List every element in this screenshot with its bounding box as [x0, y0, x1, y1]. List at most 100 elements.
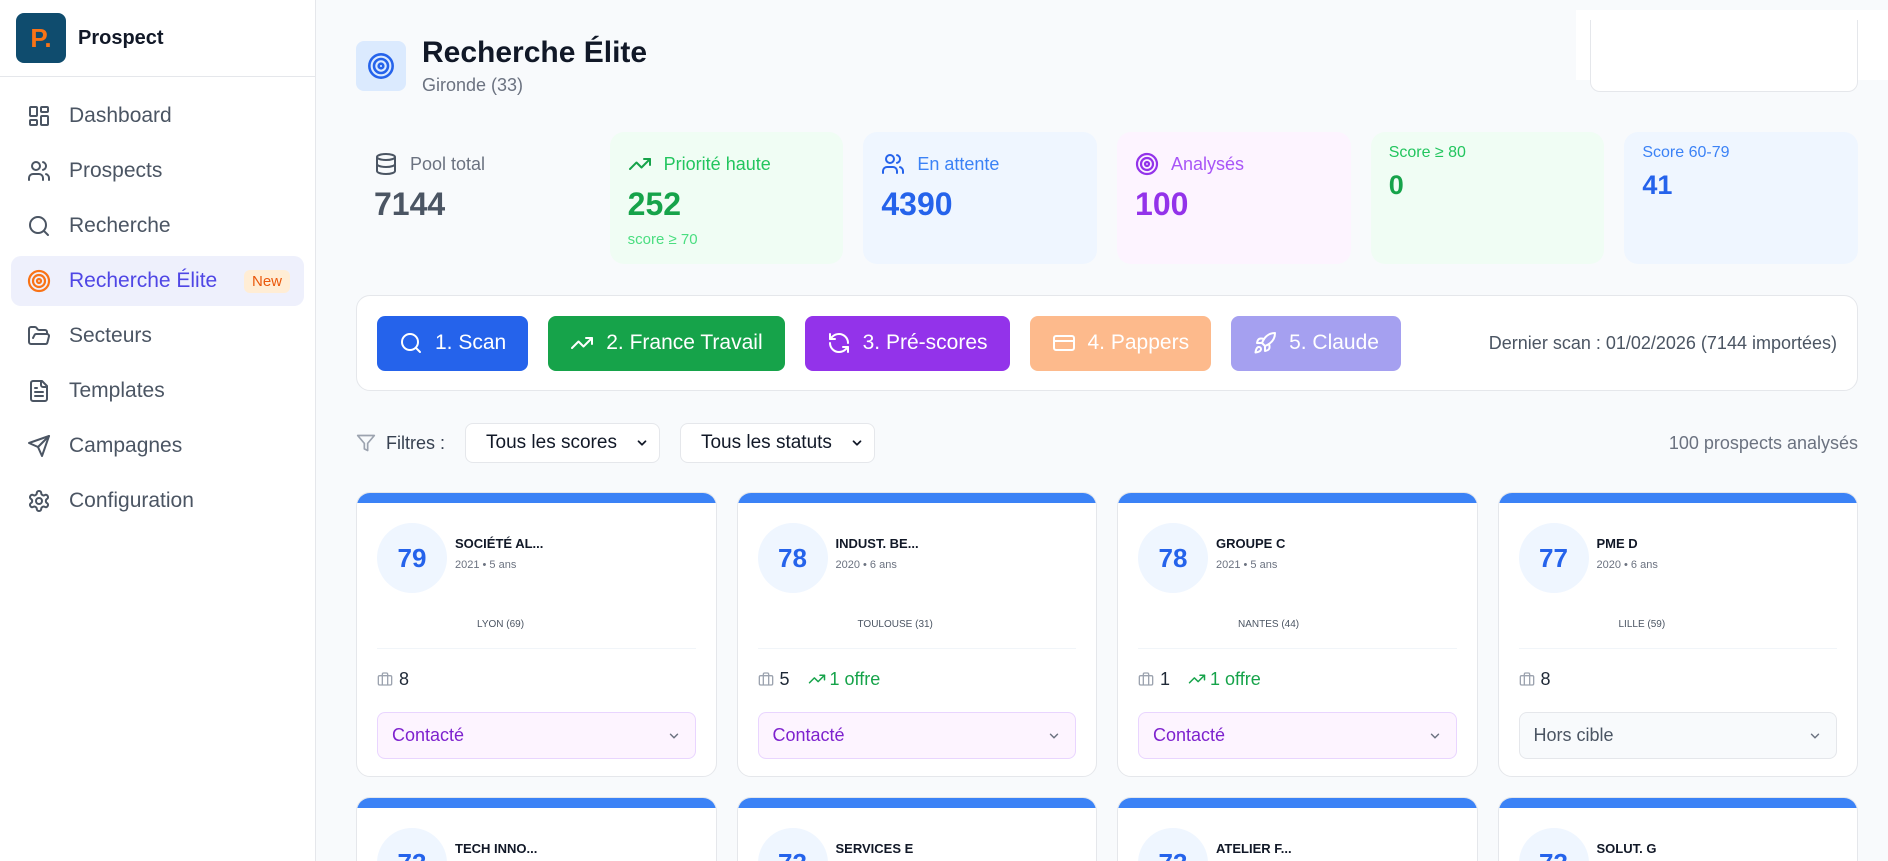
status-select[interactable]: Contacté — [757, 712, 1076, 759]
divider — [1518, 648, 1837, 649]
prospect-card[interactable]: 79 SOCIÉTÉ AL... 2021 • 5 ans LYON (69) … — [356, 492, 717, 777]
gear-icon — [29, 490, 49, 512]
sidebar-item-configuration[interactable]: Configuration — [11, 476, 304, 526]
dashboard-icon — [29, 106, 49, 126]
sidebar-item-label: Recherche Élite — [69, 269, 218, 292]
company-name: ATELIER F... — [1216, 841, 1292, 856]
sidebar-item-label: Dashboard — [69, 104, 172, 127]
company-meta: 2020 • 6 ans — [835, 559, 897, 571]
prospect-card[interactable]: 73 ATELIER F... — [1117, 797, 1478, 861]
stat-value: 252 — [627, 186, 682, 222]
score-badge: 73 — [1518, 828, 1589, 861]
sidebar-item-label: Templates — [69, 379, 165, 402]
company-name: INDUST. BE... — [835, 536, 919, 551]
score-badge: 77 — [1518, 523, 1589, 593]
scan-button[interactable]: 1. Scan — [377, 315, 529, 371]
stat-score-80: Score ≥ 80 0 — [1370, 132, 1605, 264]
briefcase-icon — [1519, 672, 1534, 686]
send-icon — [28, 435, 50, 457]
trending-up-icon — [628, 158, 651, 170]
prospect-card[interactable]: 78 GROUPE C 2021 • 5 ans NANTES (44) 1 — [1117, 492, 1478, 777]
sidebar-item-prospects[interactable]: Prospects — [11, 146, 304, 196]
company-name: SERVICES E — [835, 841, 914, 856]
company-city: NANTES (44) — [1238, 619, 1300, 630]
search-icon — [401, 333, 421, 353]
prospect-card[interactable]: 73 TECH INNO... — [356, 797, 717, 861]
file-text-icon — [30, 380, 48, 402]
sidebar-nav: Dashboard Prospects Recherche Recherche … — [0, 77, 315, 545]
filters-label-text: Filtres : — [386, 432, 446, 453]
sidebar-item-dashboard[interactable]: Dashboard — [11, 91, 304, 141]
card-accent-bar — [1118, 798, 1477, 808]
chevron-down-icon — [1810, 733, 1820, 739]
prospect-card[interactable]: 73 SERVICES E — [736, 797, 1097, 861]
stat-label: En attente — [917, 153, 1000, 174]
stats-row: Pool total 7144 Priorité haute 252 score… — [356, 132, 1859, 264]
status-value: Contacté — [392, 725, 465, 745]
chevron-down-icon — [1049, 733, 1059, 739]
card-accent-bar — [357, 798, 716, 808]
france-travail-button[interactable]: 2. France Travail — [548, 315, 785, 371]
pappers-button[interactable]: 4. Pappers — [1029, 315, 1212, 371]
sidebar-item-templates[interactable]: Templates — [11, 366, 304, 416]
select-value: Tous les statuts — [700, 432, 832, 453]
employee-value: 1 — [1160, 668, 1171, 689]
card-accent-bar — [357, 493, 716, 503]
button-label: 1. Scan — [435, 331, 507, 354]
company-name: SOCIÉTÉ AL... — [455, 536, 544, 551]
score-badge: 73 — [757, 828, 828, 861]
brand: P. Prospect — [0, 0, 315, 77]
sidebar-item-label: Campagnes — [69, 434, 183, 457]
button-label: 4. Pappers — [1087, 331, 1190, 354]
company-name: SOLUT. G — [1596, 841, 1657, 856]
status-filter-select[interactable]: Tous les statuts — [679, 423, 875, 463]
sidebar: P. Prospect Dashboard Prospects Recherch… — [0, 0, 316, 861]
prospect-card[interactable]: 78 INDUST. BE... 2020 • 6 ans TOULOUSE (… — [736, 492, 1097, 777]
status-select[interactable]: Contacté — [377, 712, 696, 759]
database-icon — [376, 153, 396, 175]
folder-icon — [28, 326, 50, 345]
stat-label: Priorité haute — [663, 153, 771, 174]
briefcase-icon — [1138, 672, 1154, 686]
company-meta: 2021 • 5 ans — [455, 559, 517, 571]
claude-button[interactable]: 5. Claude — [1231, 315, 1401, 371]
prospect-card[interactable]: 73 SOLUT. G — [1497, 797, 1858, 861]
sidebar-item-label: Secteurs — [69, 324, 152, 347]
filters-label: Filtres : — [356, 433, 445, 454]
status-value: Contacté — [772, 725, 845, 745]
pre-scores-button[interactable]: 3. Pré-scores — [804, 315, 1010, 371]
stat-pool-total: Pool total 7144 — [356, 132, 590, 264]
card-accent-bar — [1498, 798, 1857, 808]
button-label: 2. France Travail — [606, 331, 763, 354]
prospect-card[interactable]: 77 PME D 2020 • 6 ans LILLE (59) 8 Hors … — [1497, 492, 1858, 777]
users-icon — [28, 161, 50, 181]
sidebar-item-label: Recherche — [69, 214, 171, 237]
card-accent-bar — [1498, 493, 1857, 503]
prospect-cards-grid: 79 SOCIÉTÉ AL... 2021 • 5 ans LYON (69) … — [356, 492, 1858, 861]
score-filter-select[interactable]: Tous les scores — [465, 423, 660, 463]
stat-value: 4390 — [881, 186, 953, 222]
card-accent-bar — [737, 798, 1096, 808]
card-accent-bar — [737, 493, 1096, 503]
company-meta: 2021 • 5 ans — [1216, 559, 1278, 571]
briefcase-icon — [377, 672, 393, 686]
employee-count: 8 — [1519, 669, 1551, 690]
sidebar-item-recherche-elite[interactable]: Recherche Élite New — [11, 256, 304, 306]
sidebar-item-secteurs[interactable]: Secteurs — [11, 311, 304, 361]
refresh-icon — [828, 333, 849, 353]
sidebar-item-recherche[interactable]: Recherche — [11, 201, 304, 251]
stat-score-60-79: Score 60-79 41 — [1624, 132, 1859, 264]
stat-priorite-haute: Priorité haute 252 score ≥ 70 — [609, 132, 844, 264]
page-title: Recherche Élite — [422, 36, 648, 69]
sidebar-item-campagnes[interactable]: Campagnes — [11, 421, 304, 471]
status-value: Hors cible — [1533, 725, 1614, 745]
target-icon — [368, 53, 394, 79]
sidebar-item-label: Prospects — [69, 159, 163, 182]
company-meta: 2020 • 6 ans — [1596, 559, 1658, 571]
status-value: Contacté — [1153, 725, 1226, 745]
users-icon — [882, 154, 905, 174]
status-select[interactable]: Hors cible — [1518, 712, 1837, 759]
stat-analyses: Analysés 100 — [1117, 132, 1351, 264]
status-select[interactable]: Contacté — [1138, 712, 1457, 759]
filter-icon — [356, 434, 376, 452]
